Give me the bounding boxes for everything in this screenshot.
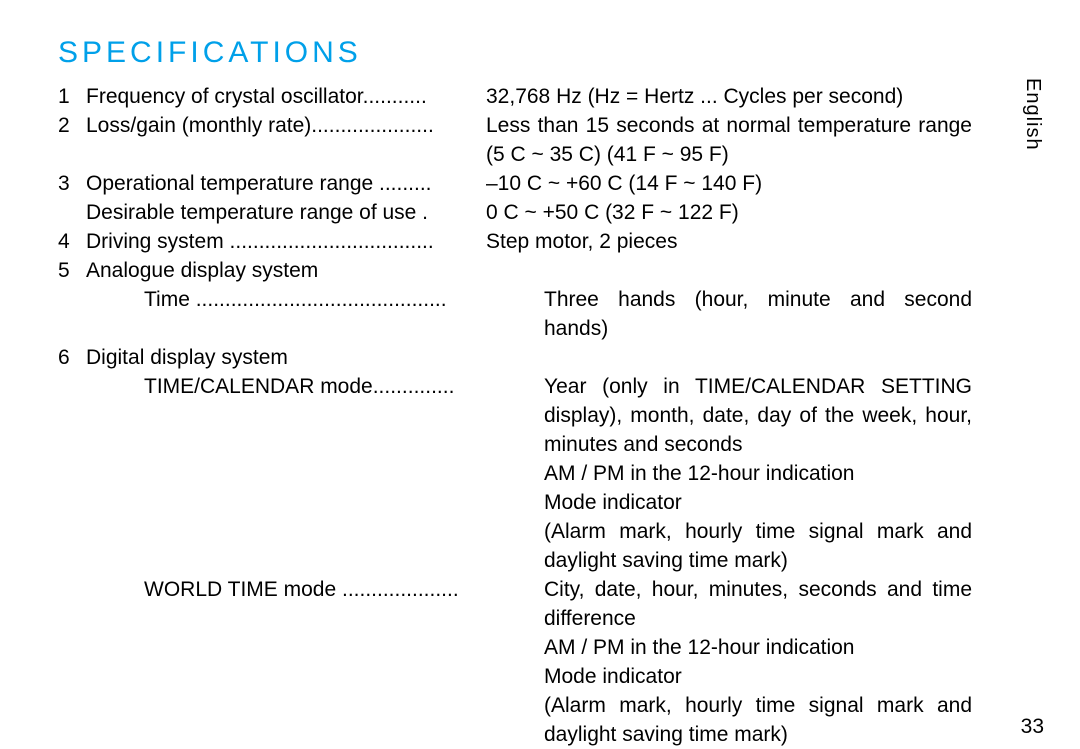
spec-subrow: TIME/CALENDAR mode.............. Year (o… <box>58 372 1022 575</box>
spec-subrow: WORLD TIME mode .................... Cit… <box>58 575 1022 749</box>
spec-row: 3 Operational temperature range ........… <box>58 169 1022 198</box>
spec-row: 2 Loss/gain (monthly rate)..............… <box>58 111 1022 169</box>
row-value: –10 C ~ +60 C (14 F ~ 140 F) <box>486 169 1022 198</box>
row-label: Loss/gain (monthly rate)................… <box>86 111 486 140</box>
spec-row: 1 Frequency of crystal oscillator.......… <box>58 82 1022 111</box>
row-label: Time ...................................… <box>86 285 544 314</box>
row-value: City, date, hour, minutes, seconds and t… <box>544 575 1022 749</box>
row-number: 2 <box>58 111 86 140</box>
row-label: WORLD TIME mode .................... <box>86 575 544 604</box>
row-number: 3 <box>58 169 86 198</box>
row-number: 1 <box>58 82 86 111</box>
row-value: Year (only in TIME/CALENDAR SETTING disp… <box>544 372 1022 575</box>
row-value: Less than 15 seconds at normal temperatu… <box>486 111 1022 169</box>
row-value: 0 C ~ +50 C (32 F ~ 122 F) <box>486 198 1022 227</box>
row-label: Driving system .........................… <box>86 227 486 256</box>
row-number: 4 <box>58 227 86 256</box>
row-value: Three hands (hour, minute and second han… <box>544 285 1022 343</box>
row-label: TIME/CALENDAR mode.............. <box>86 372 544 401</box>
row-label: Digital display system <box>86 343 486 372</box>
spec-list: 1 Frequency of crystal oscillator.......… <box>58 82 1022 749</box>
row-label: Analogue display system <box>86 256 486 285</box>
spec-row: 6 Digital display system <box>58 343 1022 372</box>
row-label: Operational temperature range ......... <box>86 169 486 198</box>
spec-row: 4 Driving system .......................… <box>58 227 1022 256</box>
page: SPECIFICATIONS English 1 Frequency of cr… <box>0 0 1080 749</box>
page-title: SPECIFICATIONS <box>58 36 1022 70</box>
row-value: 32,768 Hz (Hz = Hertz ... Cycles per sec… <box>486 82 1022 111</box>
language-tab: English <box>1021 78 1044 151</box>
page-number: 33 <box>1021 715 1044 739</box>
row-number: 5 <box>58 256 86 285</box>
row-label: Desirable temperature range of use . <box>86 198 486 227</box>
row-value: Step motor, 2 pieces <box>486 227 1022 256</box>
spec-row: Desirable temperature range of use . 0 C… <box>58 198 1022 227</box>
row-label: Frequency of crystal oscillator.........… <box>86 82 486 111</box>
spec-row: 5 Analogue display system <box>58 256 1022 285</box>
row-number: 6 <box>58 343 86 372</box>
spec-subrow: Time ...................................… <box>58 285 1022 343</box>
